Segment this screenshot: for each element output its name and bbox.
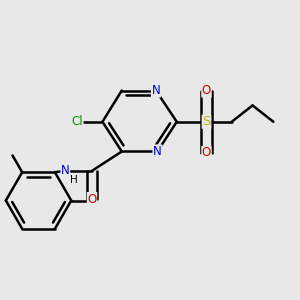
Text: O: O — [202, 146, 211, 160]
Text: O: O — [202, 84, 211, 97]
Text: O: O — [87, 193, 97, 206]
Text: N: N — [153, 145, 162, 158]
Text: N: N — [152, 84, 160, 97]
Text: S: S — [202, 115, 211, 128]
Text: Cl: Cl — [71, 115, 83, 128]
Text: H: H — [70, 175, 77, 185]
Text: N: N — [61, 164, 70, 177]
